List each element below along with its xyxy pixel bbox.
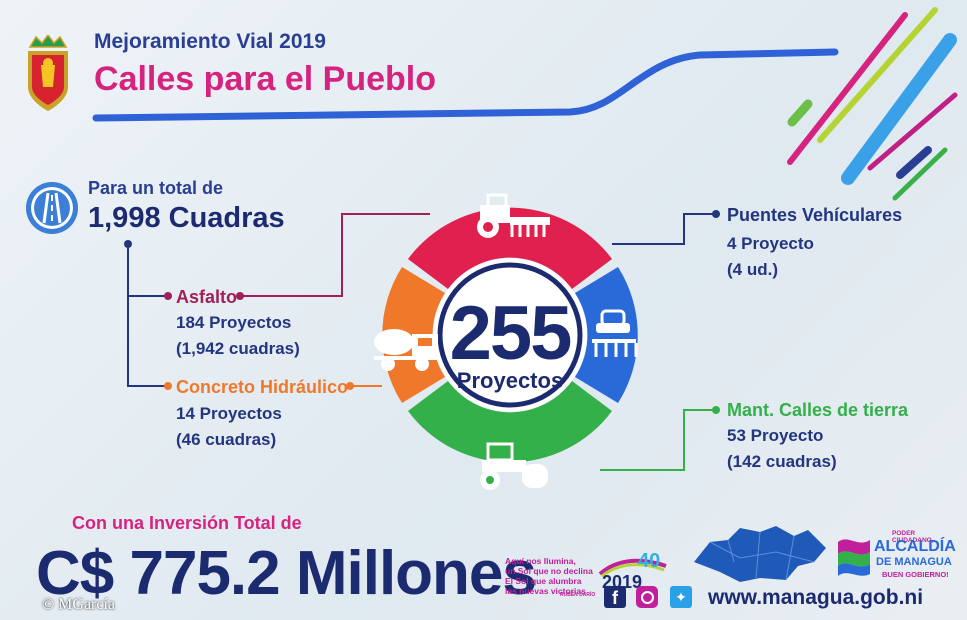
total-label: Para un total de	[88, 178, 224, 198]
map-icon	[694, 526, 826, 582]
puentes-title: Puentes Vehículares	[727, 205, 903, 225]
road-roller-icon	[480, 442, 548, 490]
tierra-title: Mant. Calles de tierra	[727, 400, 909, 420]
cement-mixer-icon	[374, 329, 438, 371]
concreto-projects: 14 Proyectos	[176, 404, 282, 423]
alcaldia-flag-icon	[838, 539, 870, 576]
alcaldia-line: DE MANAGUA	[876, 556, 952, 568]
subtitle: Mejoramiento Vial 2019	[94, 30, 326, 53]
asfalto-detail: (1,942 cuadras)	[176, 339, 300, 358]
concreto-title: Concreto Hidráulico	[176, 377, 349, 397]
quote: Aquí nos Ilumina, un Sol que no declina …	[505, 556, 593, 596]
quote-line: Aquí nos Ilumina,	[505, 556, 576, 566]
anniversary-40: 40	[638, 550, 661, 572]
total-value: 1,998 Cuadras	[88, 202, 285, 234]
tierra-detail: (142 cuadras)	[727, 452, 837, 471]
quote-line: El Sol que alumbra	[505, 576, 582, 586]
page-title: Calles para el Pueblo	[94, 60, 437, 98]
project-ring	[382, 207, 638, 463]
asfalto-title: Asfalto	[176, 287, 238, 307]
twitter-icon[interactable]: ✦	[670, 586, 692, 608]
puentes-projects: 4 Proyecto	[727, 234, 814, 253]
concreto-detail: (46 cuadras)	[176, 430, 277, 449]
website-link[interactable]: www.managua.gob.ni	[708, 586, 924, 609]
investment-label: Con una Inversión Total de	[72, 513, 302, 533]
puentes-detail: (4 ud.)	[727, 260, 778, 279]
coat-of-arms-icon	[28, 35, 68, 111]
instagram-icon[interactable]	[636, 586, 658, 608]
quote-line: un Sol que no declina	[505, 566, 593, 576]
quote-author: RUBÉN DARÍO	[560, 592, 596, 598]
photo-credit: © MGarcía	[42, 596, 116, 613]
alcaldia-logo: PODER CIUDADANO, ALCALDÍA DE MANAGUA BUE…	[836, 530, 956, 582]
ring-segment-blue	[575, 267, 638, 403]
asfalto-projects: 184 Proyectos	[176, 313, 292, 332]
alcaldia-line: BUEN GOBIERNO!	[882, 570, 949, 579]
tierra-projects: 53 Proyecto	[727, 426, 824, 445]
road-icon	[26, 182, 78, 234]
tractor-icon	[477, 193, 550, 238]
bridge-car-icon	[592, 309, 638, 357]
alcaldia-line: PODER CIUDADANO,	[892, 530, 934, 544]
anniversary-swoosh	[598, 558, 667, 578]
ring-segment-green	[408, 381, 612, 463]
alcaldia-line: ALCALDÍA	[874, 538, 956, 555]
quote-line: las nuevas victorias	[505, 586, 586, 596]
investment-value: C$ 775.2 Millones	[36, 539, 537, 608]
facebook-icon[interactable]: f	[604, 586, 626, 608]
total-projects-label: Proyectos	[456, 368, 564, 393]
total-projects-number: 255	[449, 291, 573, 376]
ring-segment-red	[408, 207, 612, 289]
